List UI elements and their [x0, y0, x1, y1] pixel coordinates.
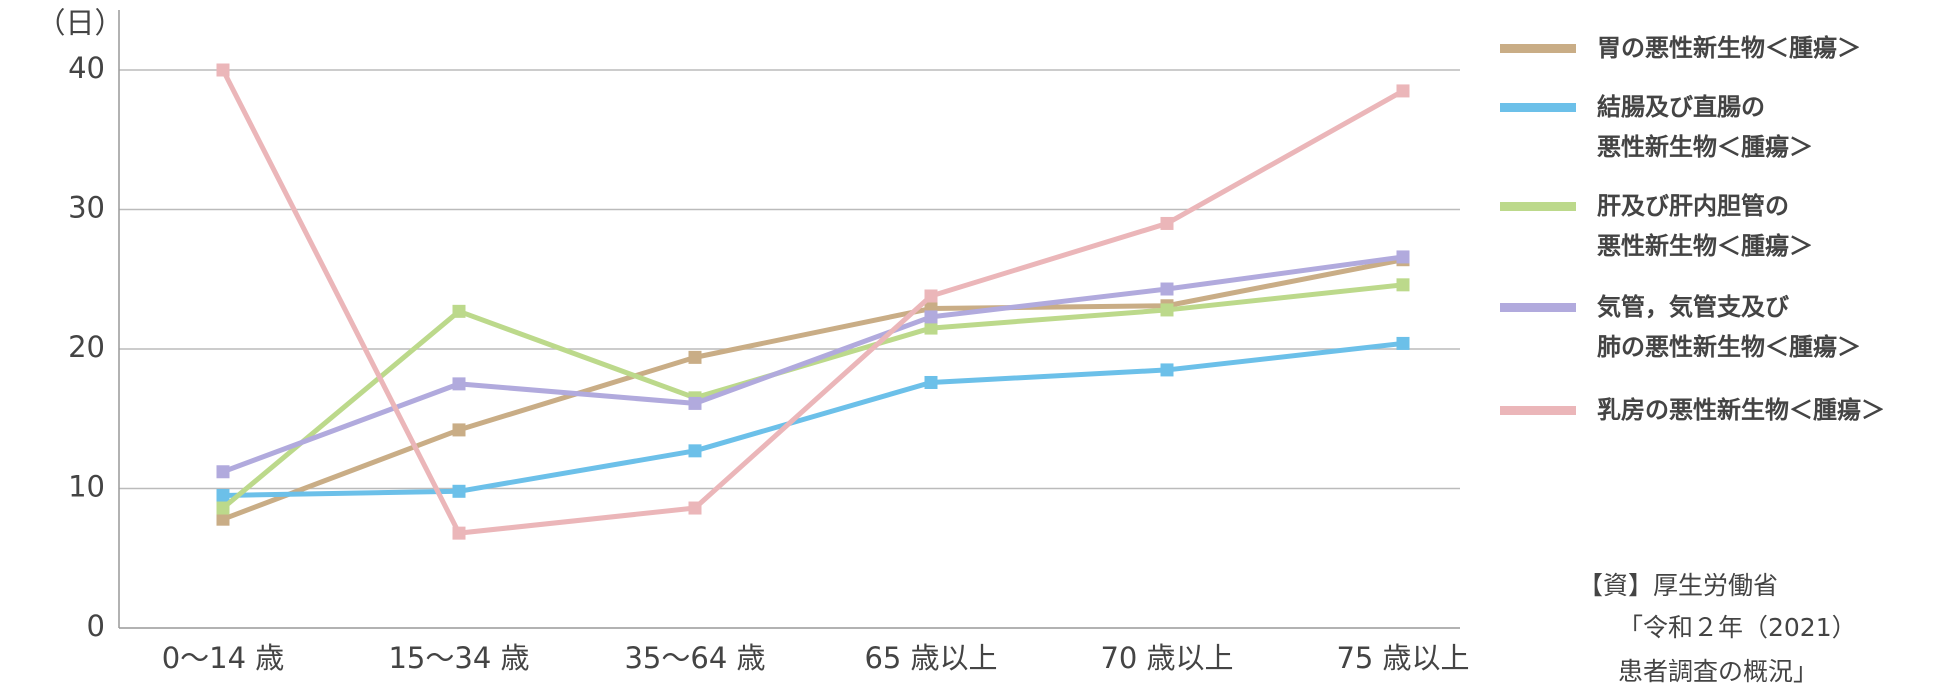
legend-label: 肝及び肝内胆管の 悪性新生物＜腫瘍＞ [1597, 192, 1813, 260]
series-line [222, 254, 1404, 475]
point-marker [1160, 363, 1174, 377]
point-marker [452, 484, 466, 498]
point-marker [1396, 278, 1410, 292]
point-marker [1396, 84, 1410, 98]
point-marker [452, 377, 466, 391]
source-note: 【資】厚生労働省 [1578, 571, 1779, 600]
point-marker [452, 423, 466, 437]
x-tick-label: 35〜64 歳 [624, 641, 765, 675]
x-tick-label: 15〜34 歳 [388, 641, 529, 675]
y-tick-label: 30 [68, 191, 105, 225]
point-marker [1396, 250, 1410, 264]
point-marker [216, 488, 230, 502]
x-tick-label: 70 歳以上 [1100, 641, 1233, 675]
point-marker [924, 321, 938, 335]
legend-label: 乳房の悪性新生物＜腫瘍＞ [1597, 396, 1885, 424]
series-line [220, 68, 1405, 536]
point-marker [1396, 336, 1410, 350]
point-marker [924, 310, 938, 324]
legend-label: 結腸及び直腸の 悪性新生物＜腫瘍＞ [1597, 93, 1813, 161]
source-note: 「令和２年（2021） [1618, 613, 1857, 642]
y-tick-label: 0 [87, 609, 105, 643]
point-marker [924, 289, 938, 303]
y-tick-label: 10 [68, 470, 105, 504]
x-tick-label: 65 歳以上 [864, 641, 997, 675]
point-marker [216, 512, 230, 526]
point-marker [688, 350, 702, 364]
y-axis-label: （日） [36, 6, 123, 40]
point-marker [216, 63, 230, 77]
point-marker [688, 444, 702, 458]
y-tick-label: 20 [68, 330, 105, 364]
x-tick-label: 0〜14 歳 [162, 641, 285, 675]
point-marker [1160, 282, 1174, 296]
point-marker [216, 465, 230, 479]
legend-swatch [1500, 103, 1576, 112]
legend-swatch [1500, 44, 1576, 53]
point-marker [1160, 216, 1174, 230]
series-line [222, 340, 1404, 498]
point-marker [688, 396, 702, 410]
point-marker [216, 501, 230, 515]
point-marker [452, 304, 466, 318]
x-tick-label: 75 歳以上 [1336, 641, 1469, 675]
series-line [221, 282, 1404, 510]
source-note: 患者調査の概況」 [1618, 657, 1819, 686]
point-marker [688, 501, 702, 515]
point-marker [452, 526, 466, 540]
y-tick-label: 40 [68, 51, 105, 85]
point-marker [1160, 303, 1174, 317]
legend-swatch [1500, 406, 1576, 415]
legend-label: 気管，気管支及び 肺の悪性新生物＜腫瘍＞ [1597, 293, 1861, 361]
legend-swatch [1500, 202, 1576, 211]
point-marker [924, 375, 938, 389]
legend-label: 胃の悪性新生物＜腫瘍＞ [1597, 34, 1861, 62]
legend-swatch [1500, 303, 1576, 312]
series-line [222, 257, 1404, 522]
